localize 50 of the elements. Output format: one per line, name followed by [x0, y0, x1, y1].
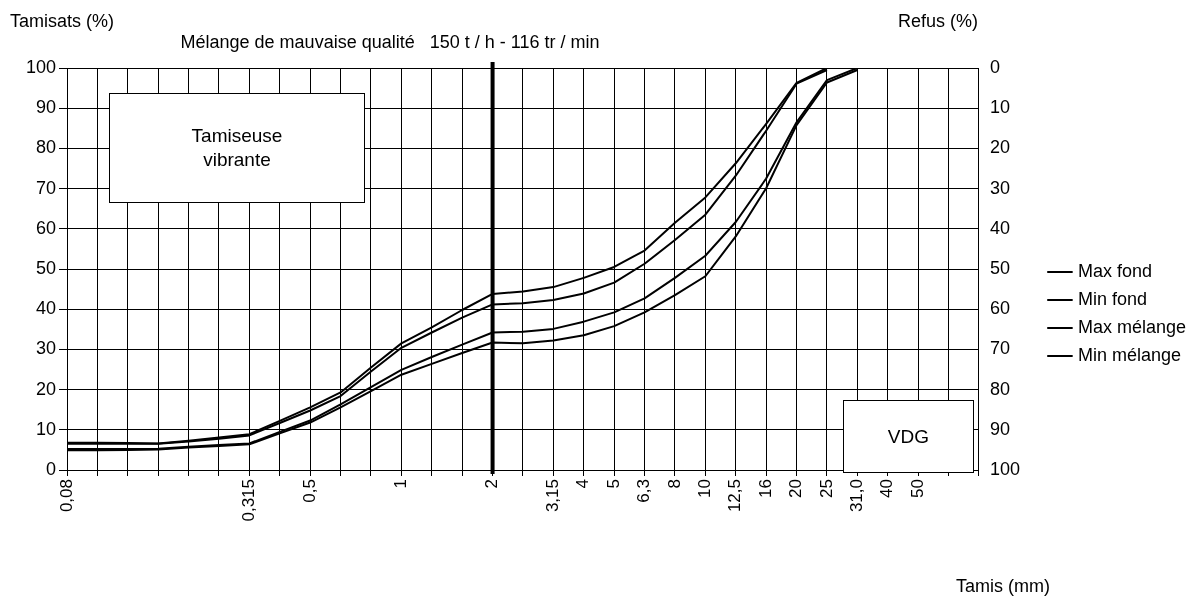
- legend-label: Min fond: [1077, 288, 1147, 309]
- x-tick-label: 1: [391, 479, 411, 489]
- y2-tick-label: 100: [989, 458, 1020, 479]
- x-tick-label: 20: [786, 479, 806, 498]
- x-tick-label: 40: [877, 479, 897, 498]
- y2-tick-label: 0: [989, 56, 1000, 77]
- legend-label: Min mélange: [1077, 344, 1182, 365]
- y-tick-label: 20: [35, 378, 56, 399]
- y-axis-title: Tamisats (%): [10, 11, 115, 31]
- x-tick-label: 2: [482, 479, 502, 489]
- y-tick-label: 10: [35, 418, 56, 439]
- x-tick-label: 12,5: [725, 479, 745, 513]
- y-tick-label: 50: [35, 257, 56, 278]
- y2-tick-label: 80: [989, 378, 1010, 399]
- y-tick-label: 80: [35, 137, 56, 158]
- x-tick-label: 4: [573, 479, 593, 489]
- y2-tick-label: 60: [989, 298, 1010, 319]
- y-tick-label: 60: [35, 217, 56, 238]
- y2-tick-label: 90: [989, 418, 1010, 439]
- y-tick-label: 70: [35, 177, 56, 198]
- y-tick-label: 30: [35, 338, 56, 359]
- x-tick-label: 0,315: [239, 479, 259, 522]
- y2-tick-label: 70: [989, 338, 1010, 359]
- y2-tick-label: 50: [989, 257, 1010, 278]
- text-box: Tamiseuse vibrante: [109, 93, 365, 203]
- y2-tick-label: 40: [989, 217, 1010, 238]
- legend-label: Max mélange: [1077, 316, 1187, 337]
- x-axis-title: Tamis (mm): [956, 576, 1050, 596]
- x-tick-label: 10: [695, 479, 715, 498]
- chart-title: Mélange de mauvaise qualité 150 t / h - 116 tr / min: [180, 32, 600, 52]
- x-tick-label: 50: [907, 479, 927, 498]
- x-tick-label: 8: [664, 479, 684, 489]
- y2-tick-label: 20: [989, 137, 1010, 158]
- legend-label: Max fond: [1077, 260, 1152, 281]
- y2-tick-label: 30: [989, 177, 1010, 198]
- x-tick-label: 16: [755, 479, 775, 498]
- x-tick-label: 0,08: [56, 479, 76, 513]
- y2-axis-title: Refus (%): [898, 11, 979, 31]
- x-tick-label: 0,5: [299, 479, 319, 503]
- y-tick-label: 40: [35, 298, 56, 319]
- x-tick-label: 3,15: [543, 479, 563, 513]
- x-tick-label: 31,0: [847, 479, 867, 513]
- x-tick-label: 5: [603, 479, 623, 489]
- text-box: VDG: [842, 400, 974, 473]
- y-tick-label: 0: [45, 458, 56, 479]
- y2-tick-label: 10: [989, 97, 1010, 118]
- x-tick-label: 25: [816, 479, 836, 498]
- y-tick-label: 90: [35, 97, 56, 118]
- y-tick-label: 100: [25, 56, 56, 77]
- x-tick-label: 6,3: [634, 479, 654, 503]
